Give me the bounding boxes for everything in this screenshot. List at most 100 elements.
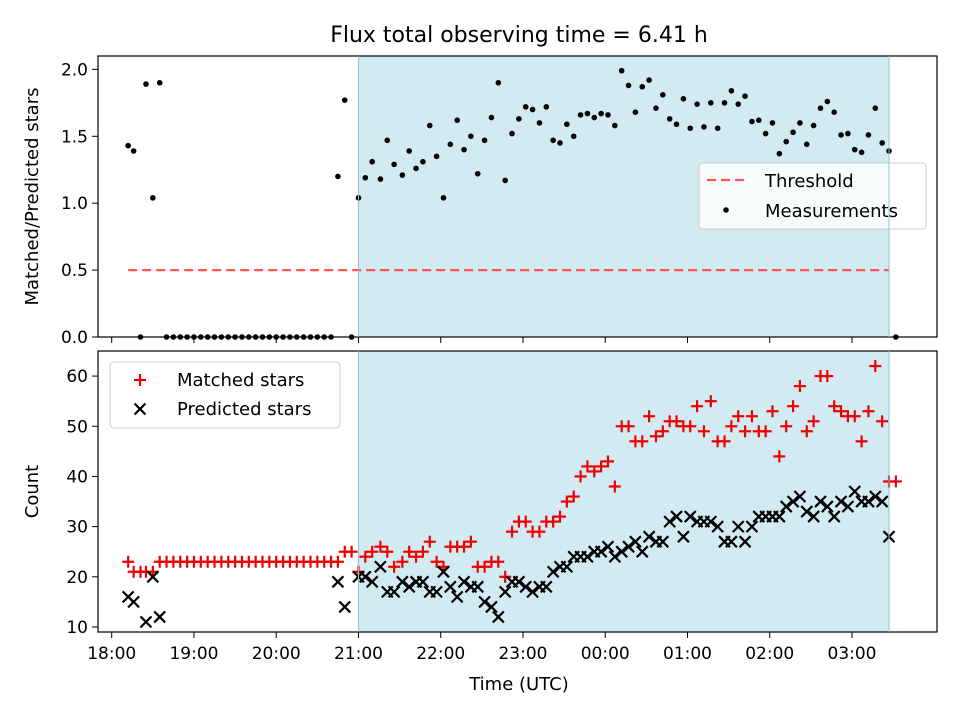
predicted-star-point (546, 565, 560, 579)
measurement-point (714, 125, 721, 132)
measurement-point (543, 104, 550, 110)
y-tick-label: 2.0 (61, 60, 88, 80)
measurement-point (377, 176, 384, 182)
matched-star-point (464, 535, 477, 548)
legend-predicted-swatch (133, 402, 147, 416)
measurement-point (680, 96, 687, 102)
matched-star-point (560, 495, 573, 508)
legend-box (109, 361, 341, 429)
predicted-star-point (416, 575, 430, 589)
legend-entry-measurements: Measurements (765, 201, 898, 222)
predicted-star-point (670, 510, 683, 523)
measurement-point (810, 122, 817, 129)
measurement-point (474, 170, 481, 177)
measurement-point (564, 121, 570, 128)
legend-box (698, 162, 927, 230)
matched-star-point (608, 480, 621, 493)
measurement-point (598, 110, 604, 117)
measurement-point (399, 172, 406, 178)
matched-star-point (828, 400, 841, 413)
measurement-point (143, 81, 149, 87)
measurement-point (660, 92, 666, 98)
matched-star-point (410, 550, 423, 563)
predicted-star-point (437, 565, 450, 579)
predicted-star-point (793, 490, 807, 503)
top-legend: Threshold Measurements (698, 162, 927, 230)
matched-star-point (506, 525, 519, 538)
predicted-star-point (827, 510, 841, 523)
predicted-star-point (711, 520, 724, 533)
top-panel: 0.00.51.01.52.0 Matched/Predicted stars … (22, 55, 938, 348)
measurement-point (783, 138, 789, 145)
predicted-star-point (540, 580, 553, 594)
predicted-star-point (738, 535, 752, 548)
predicted-star-point (146, 570, 160, 584)
predicted-star-point (656, 535, 670, 548)
x-tick-label: 22:00 (416, 644, 465, 664)
measurement-point (639, 83, 646, 90)
predicted-star-point (663, 515, 676, 528)
predicted-star-point (642, 530, 656, 543)
predicted-star-point (608, 550, 622, 564)
matched-star-point (423, 535, 436, 548)
predicted-star-point (821, 500, 834, 513)
matched-star-point (533, 525, 546, 538)
measurement-point (694, 101, 700, 107)
matched-star-point (359, 550, 372, 563)
matched-star-point (656, 425, 669, 438)
predicted-star-point (862, 495, 875, 508)
top-panel-frame (97, 55, 938, 338)
matched-star-point (821, 370, 834, 383)
measurement-point (831, 109, 837, 115)
measurement-point (803, 141, 810, 148)
matched-star-point (396, 555, 409, 568)
predicted-star-point (635, 545, 649, 558)
predicted-star-point (430, 585, 443, 599)
measurement-point (824, 98, 831, 105)
measurement-point (872, 105, 879, 111)
matched-star-point (331, 555, 344, 568)
matched-star-point (684, 420, 697, 433)
figure-title: Flux total observing time = 6.41 h (330, 23, 708, 48)
measurement-point (384, 137, 391, 144)
measurement-point (413, 165, 419, 172)
matched-star-point (787, 400, 800, 413)
measurement-point (701, 124, 707, 130)
matched-star-point (547, 515, 560, 528)
predicted-star-point (365, 575, 379, 589)
predicted-star-point (396, 575, 409, 589)
x-tick-label: 19:00 (169, 644, 218, 664)
measurement-point (433, 153, 440, 160)
matched-star-point (574, 470, 587, 483)
measurement-point (391, 161, 397, 168)
matched-star-point (773, 450, 786, 463)
predicted-star-point (800, 505, 814, 518)
predicted-star-point (594, 545, 608, 558)
predicted-star-point (444, 580, 457, 594)
measurement-point (488, 114, 495, 121)
measurement-point (369, 158, 375, 165)
predicted-star-point (779, 500, 793, 513)
measurement-point (858, 149, 865, 156)
x-tick-label: 23:00 (498, 644, 547, 664)
matched-star-point (519, 515, 532, 528)
y-tick-label: 40 (66, 467, 88, 487)
predicted-star-point (786, 495, 800, 508)
predicted-star-point (485, 600, 498, 614)
measurement-point (150, 195, 156, 201)
measurement-point (735, 101, 742, 107)
measurement-point (762, 130, 769, 137)
matched-star-point (848, 410, 861, 423)
measurement-point (584, 110, 591, 117)
measurement-point (618, 67, 625, 74)
measurement-point (557, 140, 563, 146)
predicted-star-point (374, 560, 387, 574)
predicted-star-point (331, 575, 345, 589)
predicted-star-point (677, 530, 690, 543)
matched-star-point (567, 490, 580, 503)
matched-star-point (492, 555, 505, 568)
matched-star-point (374, 540, 387, 553)
matched-star-point (122, 555, 135, 568)
bottom-panel-frame (97, 350, 938, 633)
